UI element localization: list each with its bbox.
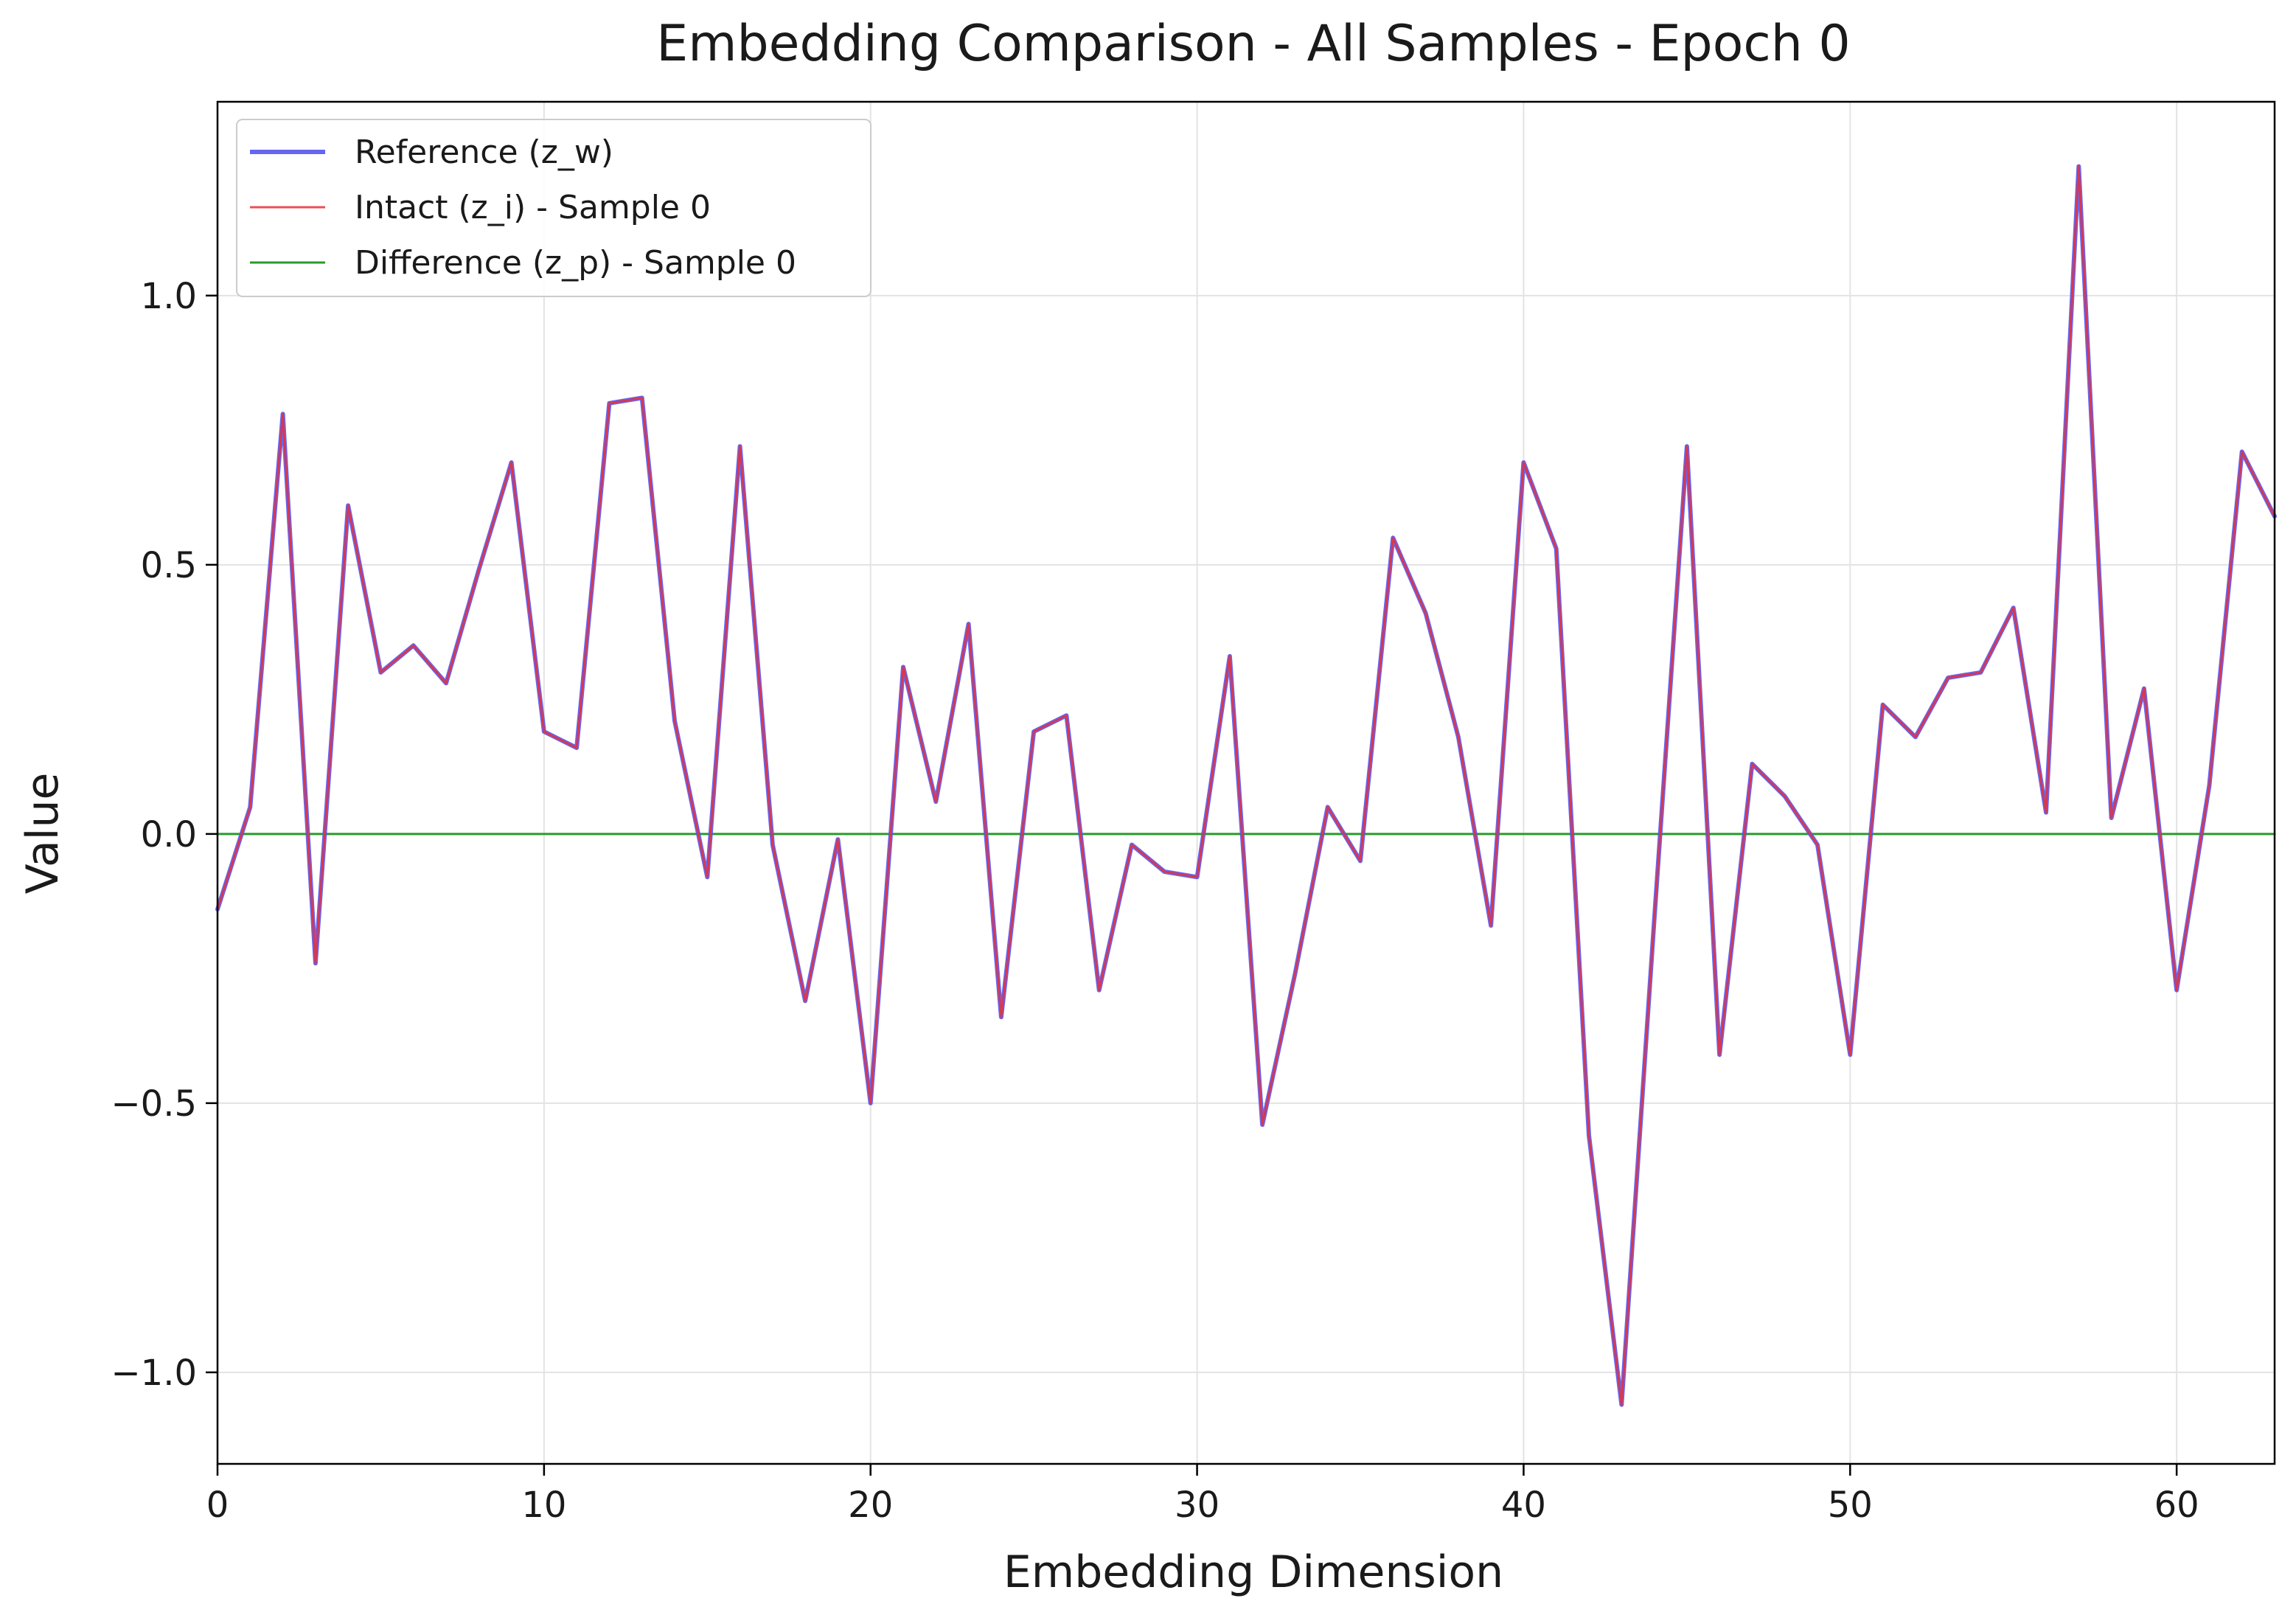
y-axis-label: Value [17,773,69,895]
x-tick-label: 50 [1828,1485,1873,1526]
legend-entry: Difference (z_p) - Sample 0 [355,244,796,282]
x-tick-label: 0 [206,1485,229,1526]
legend-entry: Intact (z_i) - Sample 0 [355,189,711,226]
legend-entry: Reference (z_w) [355,133,613,171]
plot-area [215,164,2277,1407]
axes-frame [216,100,2276,1465]
legend: Reference (z_w) Intact (z_i) - Sample 0 Di… [236,119,872,297]
x-tick-label: 10 [521,1485,566,1526]
y-axis-ticks: 1.0 0.5 0.0 −0.5 −1.0 [111,276,218,1394]
legend-box [236,119,872,297]
y-tick-label: 1.0 [141,276,197,317]
x-axis-ticks: 0 10 20 30 40 50 60 [206,1464,2199,1526]
x-tick-label: 60 [2154,1485,2199,1526]
y-tick-label: −0.5 [111,1083,197,1125]
x-axis-label: Embedding Dimension [1003,1546,1503,1598]
series-line-2 [216,165,2276,1406]
x-tick-label: 30 [1175,1485,1220,1526]
x-tick-label: 20 [848,1485,893,1526]
x-tick-label: 40 [1501,1485,1546,1526]
y-tick-label: 0.5 [141,545,197,586]
y-tick-label: −1.0 [111,1353,197,1394]
y-tick-label: 0.0 [141,814,197,855]
chart-title: Embedding Comparison - All Samples - Epo… [656,15,1850,73]
